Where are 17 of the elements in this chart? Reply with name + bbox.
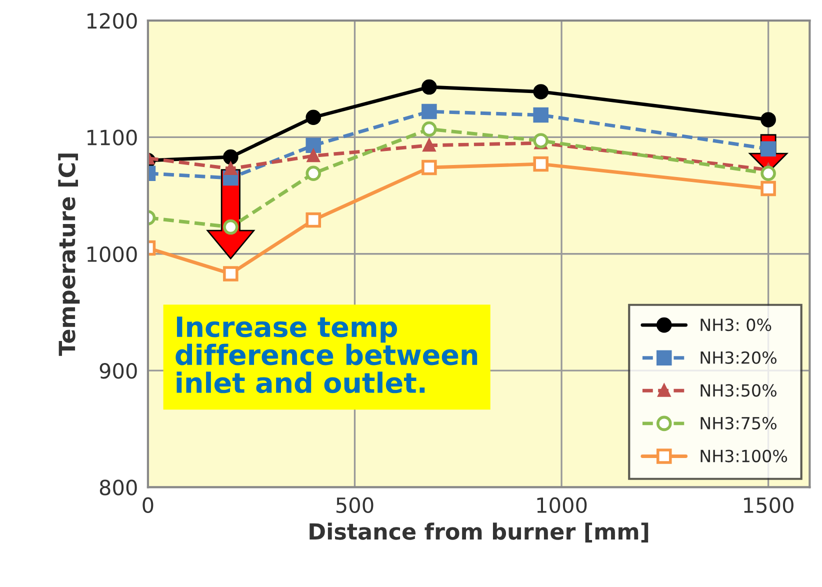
legend-label: NH3:75%: [700, 416, 776, 430]
legend-label: NH3:100%: [700, 450, 788, 462]
y-axis-title: Temperature [C]: [58, 154, 80, 356]
legend-label: NH3: 0%: [700, 318, 772, 332]
annotation: Increase temp difference between inlet and outlet.: [176, 316, 478, 394]
legend-label: NH3:20%: [700, 351, 776, 364]
y-tick-label: 1000: [88, 246, 137, 262]
x-tick-label: 500: [336, 497, 374, 514]
x-tick-label: 0: [142, 497, 154, 514]
x-tick-label: 1000: [537, 497, 587, 514]
y-tick-label: 1100: [88, 130, 137, 146]
x-axis-title: Distance from burner [mm]: [310, 522, 648, 542]
x-tick-label: 1500: [744, 497, 794, 514]
legend-label: NH3:50%: [700, 384, 776, 397]
y-tick-label: 900: [100, 362, 137, 379]
y-tick-label: 800: [100, 480, 137, 496]
y-tick-label: 1200: [88, 13, 137, 29]
